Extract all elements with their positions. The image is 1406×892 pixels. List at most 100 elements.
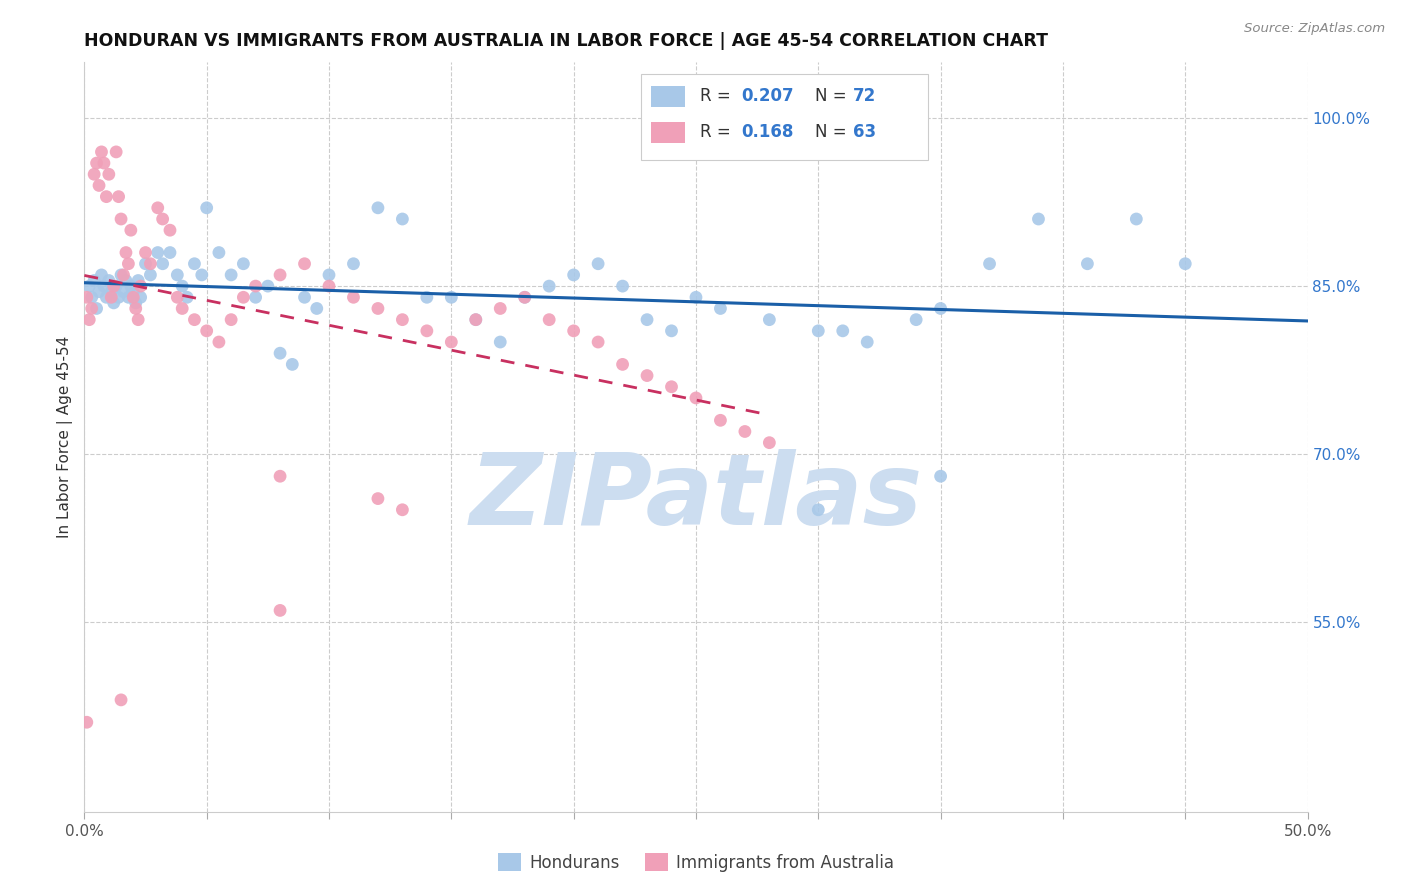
Point [139, 268, 162, 282]
Text: 63: 63 [852, 123, 876, 141]
Point [709, 413, 731, 427]
Point [139, 257, 162, 271]
Point [367, 301, 389, 316]
Point [685, 290, 707, 304]
Point [112, 285, 135, 299]
Point [391, 212, 413, 227]
Point [294, 290, 316, 304]
Point [391, 312, 413, 326]
Point [586, 257, 609, 271]
Point [105, 145, 128, 159]
Point [87, 178, 110, 193]
Point [107, 189, 129, 203]
Point [76, 290, 98, 304]
Point [87, 285, 110, 299]
Point [183, 312, 205, 326]
Point [929, 301, 952, 316]
Point [513, 290, 536, 304]
Point [112, 268, 135, 282]
Point [831, 324, 853, 338]
Point [929, 469, 952, 483]
Point [146, 245, 169, 260]
Point [129, 290, 152, 304]
Point [93, 156, 115, 170]
Point [90, 268, 112, 282]
Point [367, 201, 389, 215]
Point [305, 301, 328, 316]
Point [100, 285, 122, 299]
Point [208, 334, 231, 349]
Point [100, 290, 122, 304]
Point [269, 346, 291, 360]
Point [245, 279, 267, 293]
Point [195, 324, 218, 338]
Text: 0.168: 0.168 [741, 123, 793, 141]
Text: 0.207: 0.207 [741, 87, 794, 105]
Point [208, 245, 231, 260]
Point [96, 290, 118, 304]
Point [232, 257, 254, 271]
Text: R =: R = [700, 87, 735, 105]
Point [103, 296, 125, 310]
Point [538, 279, 561, 293]
Point [636, 312, 658, 326]
Point [440, 290, 463, 304]
Point [1125, 212, 1147, 227]
Text: HONDURAN VS IMMIGRANTS FROM AUSTRALIA IN LABOR FORCE | AGE 45-54 CORRELATION CHA: HONDURAN VS IMMIGRANTS FROM AUSTRALIA IN… [84, 32, 1049, 50]
Legend: Hondurans, Immigrants from Australia: Hondurans, Immigrants from Australia [491, 847, 901, 879]
Point [807, 324, 830, 338]
Y-axis label: In Labor Force | Age 45-54: In Labor Force | Age 45-54 [58, 336, 73, 538]
Point [269, 268, 291, 282]
Text: Source: ZipAtlas.com: Source: ZipAtlas.com [1244, 22, 1385, 36]
Point [96, 189, 118, 203]
Point [489, 334, 512, 349]
FancyBboxPatch shape [651, 86, 685, 107]
Point [146, 201, 169, 215]
Point [80, 290, 103, 304]
Point [159, 223, 181, 237]
Point [281, 358, 304, 372]
Point [391, 502, 413, 516]
Point [152, 212, 174, 227]
Point [80, 301, 103, 316]
Point [513, 290, 536, 304]
Point [135, 245, 157, 260]
Point [232, 290, 254, 304]
Point [135, 257, 157, 271]
Point [117, 290, 139, 304]
Point [110, 212, 132, 227]
Point [76, 715, 98, 730]
Point [318, 279, 340, 293]
Point [77, 312, 100, 326]
Point [97, 273, 120, 287]
Text: N =: N = [814, 87, 852, 105]
Point [1028, 212, 1050, 227]
Point [125, 296, 148, 310]
Point [612, 279, 634, 293]
Text: ZIPatlas: ZIPatlas [470, 449, 922, 546]
Point [661, 324, 683, 338]
Point [125, 301, 148, 316]
Point [110, 268, 132, 282]
Point [159, 245, 181, 260]
Point [758, 312, 780, 326]
Point [86, 156, 108, 170]
Point [129, 279, 152, 293]
FancyBboxPatch shape [651, 121, 685, 143]
Point [905, 312, 928, 326]
Point [538, 312, 561, 326]
Point [86, 301, 108, 316]
Point [979, 257, 1001, 271]
Point [245, 290, 267, 304]
Point [294, 257, 316, 271]
Point [1174, 257, 1197, 271]
Point [97, 167, 120, 181]
Point [183, 257, 205, 271]
Point [562, 324, 585, 338]
Point [110, 693, 132, 707]
Point [120, 223, 142, 237]
Point [166, 268, 188, 282]
Point [166, 290, 188, 304]
Point [176, 290, 198, 304]
Point [586, 334, 609, 349]
